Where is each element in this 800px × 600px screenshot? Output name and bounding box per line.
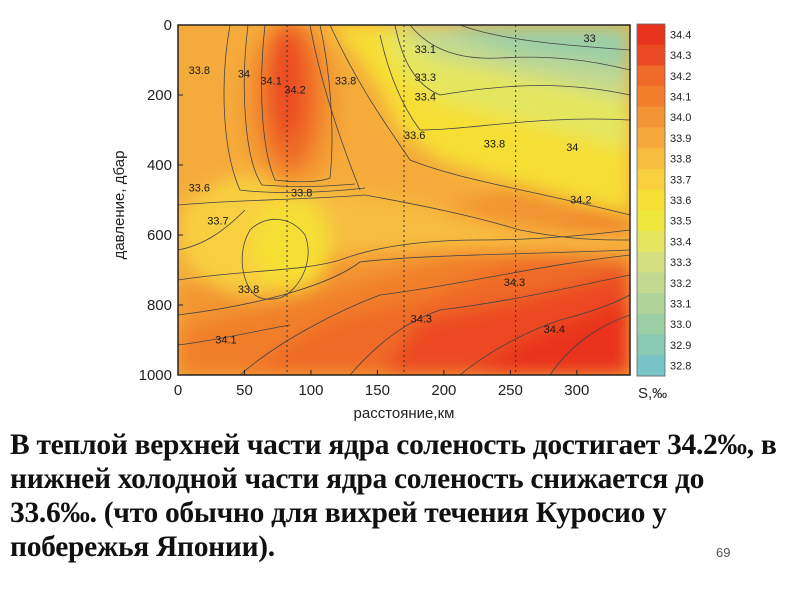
colorbar-swatch (637, 86, 665, 108)
contour-label: 34.3 (504, 277, 525, 289)
contour-label: 34.4 (544, 324, 565, 336)
colorbar-swatch (637, 44, 665, 66)
colorbar-swatch (637, 251, 665, 273)
contour-label: 34.2 (284, 84, 305, 96)
colorbar-frame (636, 23, 666, 377)
colorbar-swatch (637, 355, 665, 377)
colorbar-level-label: 33.8 (670, 154, 691, 166)
x-tick-label: 150 (365, 382, 390, 399)
contour-label: 33.3 (415, 72, 436, 84)
y-tick-label: 600 (147, 227, 172, 244)
colorbar-level-label: 33.9 (670, 133, 691, 145)
colorbar-swatch (637, 293, 665, 315)
colorbar-level-label: 34.0 (670, 112, 691, 124)
contour-label: 33.8 (189, 65, 210, 77)
y-tick-label: 200 (147, 87, 172, 104)
colorbar-unit-label: S,‰ (638, 385, 667, 402)
x-tick-label: 300 (564, 382, 589, 399)
colorbar-level-label: 32.8 (670, 361, 691, 373)
colorbar-swatch (637, 334, 665, 356)
contour-label: 33.8 (484, 139, 505, 151)
contour-label: 33.7 (207, 216, 228, 228)
contour-label: 33.8 (291, 188, 312, 200)
colorbar-swatch (637, 231, 665, 253)
station-lines (286, 25, 517, 375)
colorbar-swatch (637, 210, 665, 232)
colorbar-level-label: 33.7 (670, 174, 691, 186)
contour-label: 33 (583, 33, 595, 45)
contour-label: 33.6 (404, 130, 425, 142)
colorbar-swatch (637, 106, 665, 129)
x-axis: 0 50 100 150 200 250 300 (174, 370, 589, 399)
colorbar-level-label: 33.0 (670, 319, 691, 331)
contour-label: 33.8 (238, 284, 259, 296)
contour-label: 34.1 (215, 335, 236, 347)
colorbar: 34.4 34.3 34.2 34.1 34.0 33.9 33.8 33.7 33.6 33.5… (636, 23, 691, 377)
contour-label: 34 (238, 69, 250, 81)
y-tick-label: 800 (147, 297, 172, 314)
colorbar-level-label: 33.6 (670, 195, 691, 207)
colorbar-level-label: 32.9 (670, 340, 691, 352)
y-axis-title: давление, дбар (111, 151, 128, 260)
plot-frame (177, 24, 631, 376)
colorbar-swatch (637, 148, 665, 170)
colorbar-level-label: 34.3 (670, 50, 691, 62)
y-tick-label: 400 (147, 157, 172, 174)
contour-label: 33.1 (415, 44, 436, 56)
x-axis-title: расстояние,км (354, 405, 455, 422)
colorbar-swatch (637, 313, 665, 336)
colorbar-swatch (637, 272, 665, 294)
contour-label: 34 (566, 142, 578, 154)
colorbar-level-label: 33.1 (670, 299, 691, 311)
colorbar-level-label: 34.1 (670, 91, 691, 103)
contour-label: 33.6 (189, 182, 210, 194)
x-tick-label: 250 (498, 382, 523, 399)
caption-text: В теплой верхней части ядра соленость до… (10, 429, 777, 563)
colorbar-level-label: 33.5 (670, 216, 691, 228)
contour-label: 34.1 (260, 76, 281, 88)
x-tick-label: 50 (236, 382, 253, 399)
colorbar-level-label: 33.3 (670, 257, 691, 269)
x-tick-label: 0 (174, 382, 182, 399)
contour-label: 34.2 (570, 195, 591, 207)
colorbar-swatch (637, 168, 665, 191)
colorbar-swatch (637, 65, 665, 87)
colorbar-swatch (637, 189, 665, 211)
colorbar-level-label: 33.2 (670, 278, 691, 290)
contour-label: 34.3 (411, 314, 432, 326)
colorbar-level-label: 34.4 (670, 29, 691, 41)
y-tick-label: 0 (164, 17, 172, 34)
y-tick-label: 1000 (139, 367, 172, 384)
colorbar-level-label: 33.4 (670, 236, 691, 248)
colorbar-swatch (637, 24, 665, 46)
colorbar-level-label: 34.2 (670, 71, 691, 83)
colorbar-swatch (637, 127, 665, 149)
contour-label: 33.8 (335, 76, 356, 88)
y-axis: 0 200 400 600 800 1000 (139, 17, 183, 384)
x-tick-label: 100 (298, 382, 323, 399)
contour-value-labels: 33.8 3434.134.233.833.133.333.433.633.833… (189, 33, 596, 347)
salinity-section-chart: 33.8 3434.134.233.833.133.333.433.633.833… (111, 17, 691, 422)
page-number: 69 (716, 545, 731, 560)
x-tick-label: 200 (431, 382, 456, 399)
contour-label: 33.4 (415, 91, 436, 103)
